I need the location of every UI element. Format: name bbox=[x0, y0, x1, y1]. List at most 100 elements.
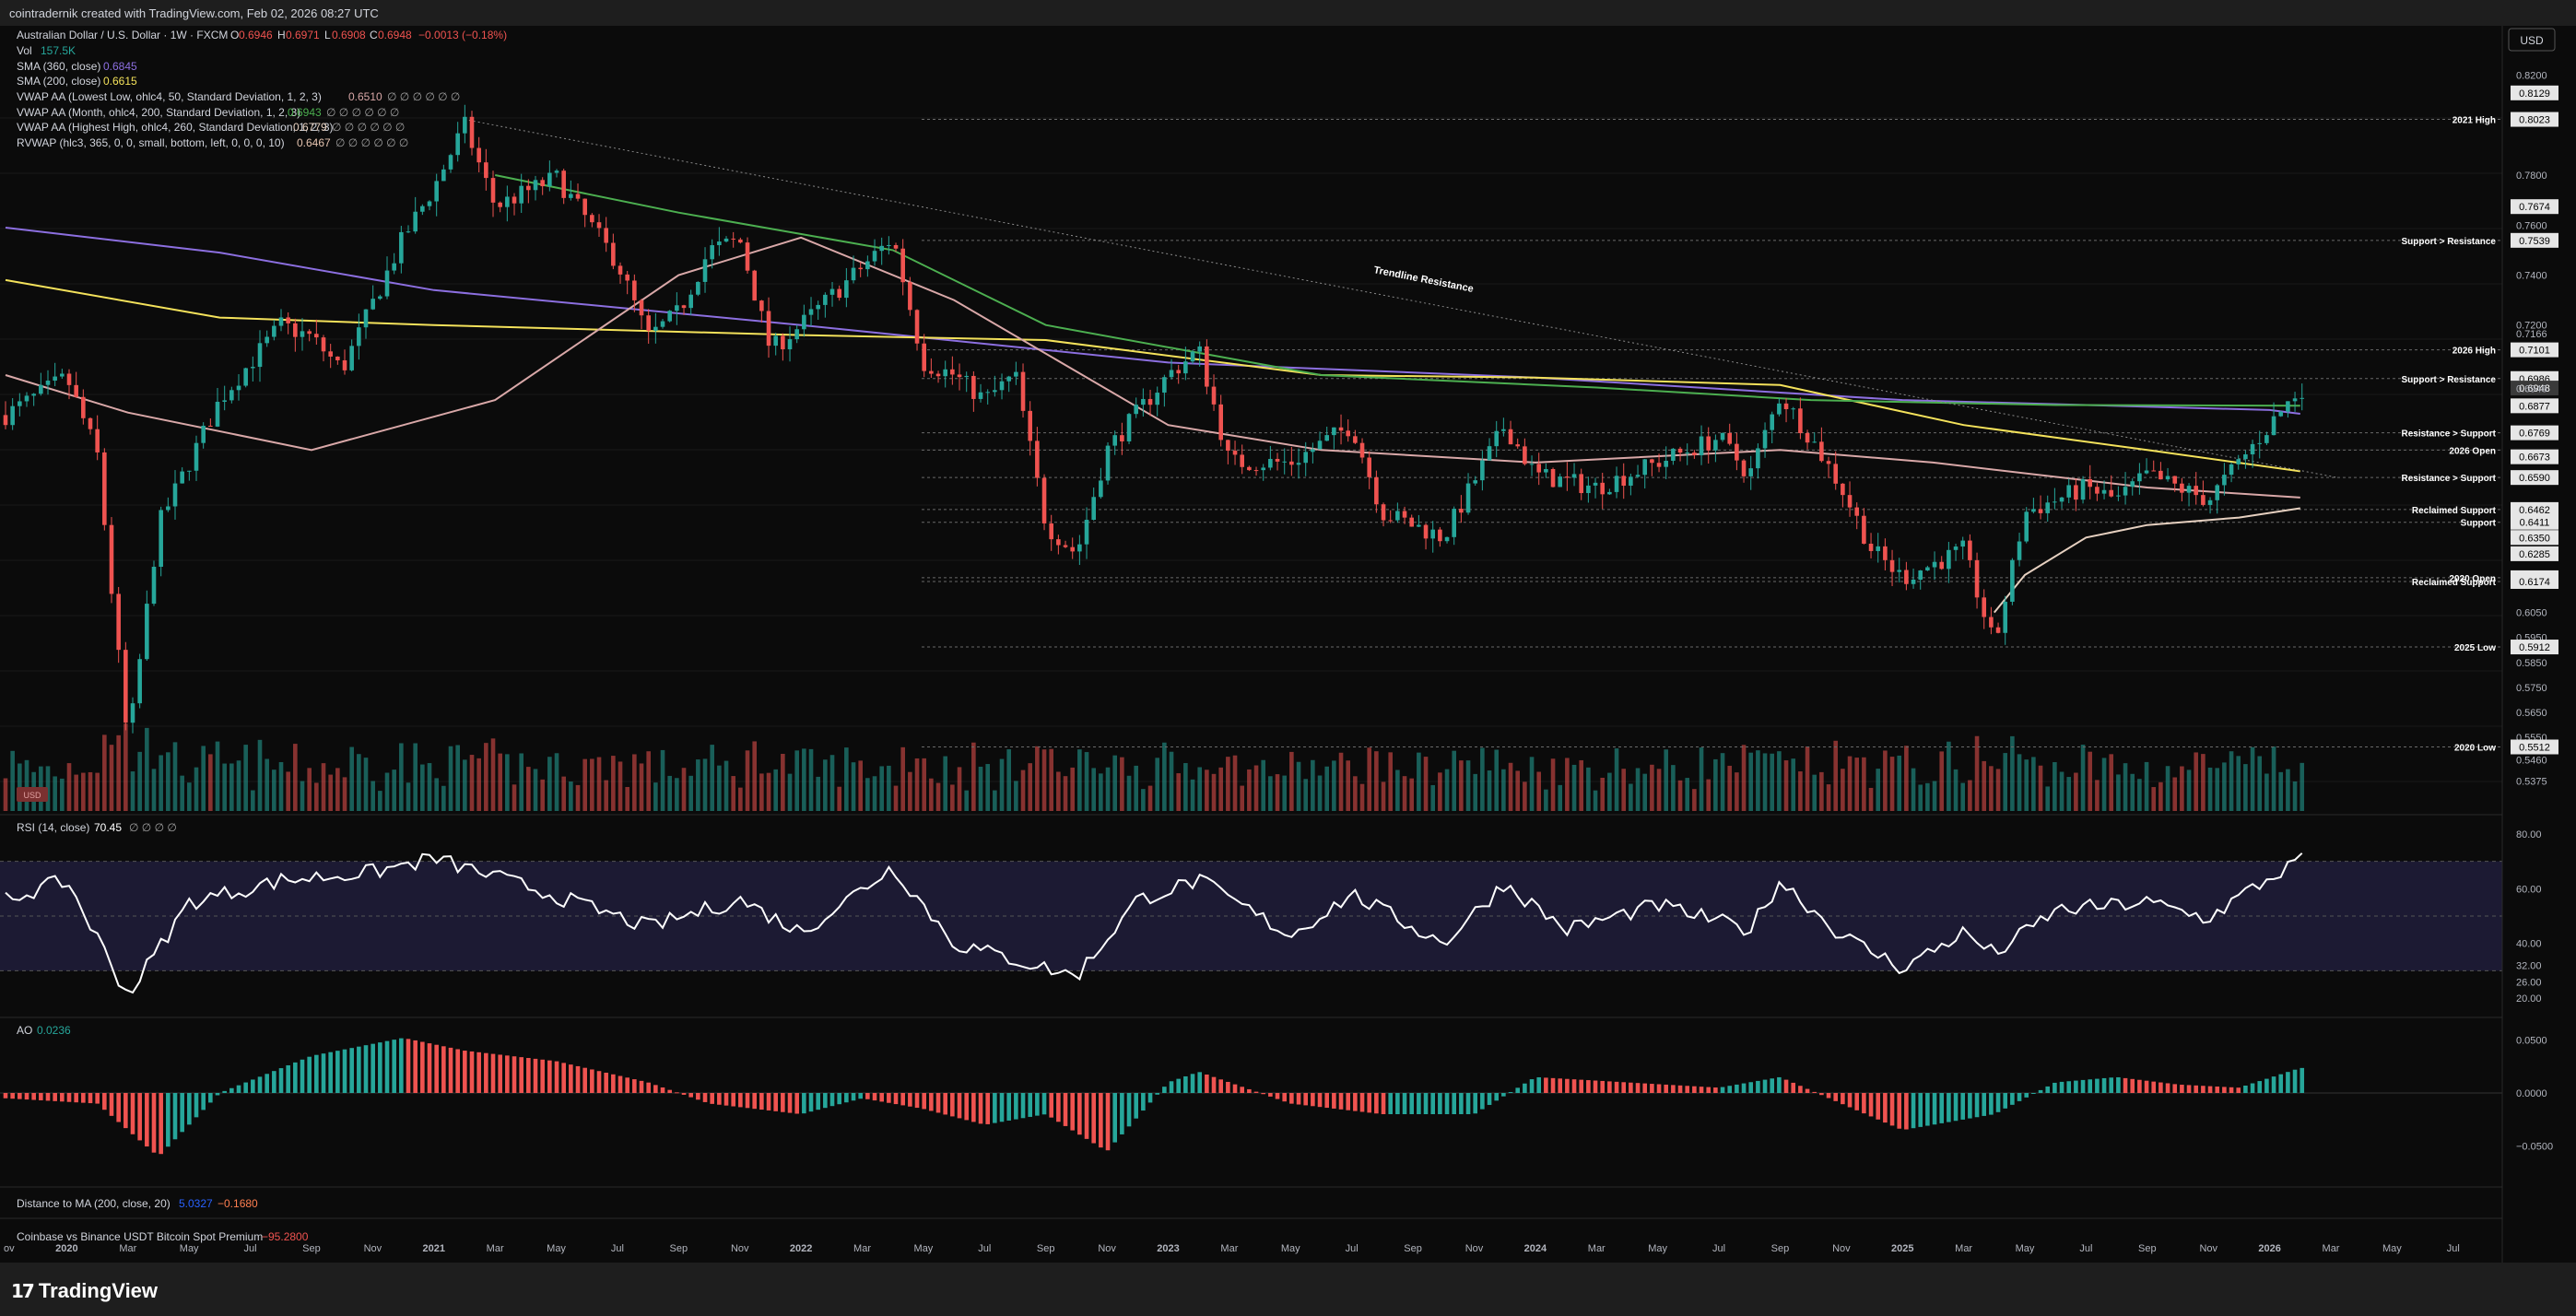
volume-bar bbox=[1889, 757, 1895, 811]
candle bbox=[2144, 470, 2149, 474]
volume-bar bbox=[3, 778, 8, 811]
volume-bar bbox=[999, 758, 1005, 811]
time-axis-label: Sep bbox=[670, 1243, 688, 1254]
time-axis-label: Mar bbox=[2323, 1243, 2340, 1254]
volume-bar bbox=[1932, 781, 1937, 811]
ao-bar bbox=[1120, 1093, 1124, 1134]
ao-bar bbox=[2172, 1084, 2178, 1093]
volume-bar bbox=[1099, 773, 1103, 811]
candle bbox=[837, 288, 841, 299]
candle bbox=[1847, 495, 1853, 508]
ao-bar bbox=[1218, 1079, 1223, 1093]
ao-bar bbox=[1656, 1084, 1662, 1093]
candle bbox=[964, 375, 969, 378]
time-axis-label: May bbox=[2016, 1243, 2035, 1254]
legend-sma360-value: 0.6845 bbox=[103, 60, 137, 73]
volume-bar bbox=[229, 763, 234, 811]
ao-bar bbox=[540, 1059, 545, 1093]
ao-bar bbox=[1607, 1081, 1612, 1093]
candle bbox=[900, 248, 905, 283]
legend-low: 0.6908 bbox=[332, 29, 366, 41]
volume-bar bbox=[1918, 784, 1923, 811]
volume-bar bbox=[194, 767, 199, 811]
price-tag-label: 0.6673 bbox=[2519, 452, 2550, 464]
volume-bar bbox=[2271, 746, 2276, 811]
ao-bar bbox=[1685, 1086, 1690, 1093]
legend-sma360: SMA (360, close) bbox=[17, 60, 100, 73]
ao-bar bbox=[1402, 1093, 1407, 1114]
candle bbox=[1501, 429, 1506, 431]
ao-bar bbox=[1947, 1093, 1951, 1122]
time-axis-label: Mar bbox=[1588, 1243, 1606, 1254]
candle bbox=[1508, 429, 1513, 445]
volume-bar bbox=[1741, 745, 1747, 811]
volume-bar bbox=[272, 770, 276, 811]
price-tag bbox=[2511, 342, 2558, 358]
legend-sma200-value: 0.6615 bbox=[103, 75, 137, 88]
volume-bar bbox=[1960, 782, 1966, 811]
time-axis-label: Mar bbox=[1955, 1243, 1972, 1254]
ao-bar bbox=[95, 1093, 100, 1104]
price-chart[interactable]: 2021 High Support > Resistance 2026 High Su… bbox=[0, 26, 2576, 1263]
ao-bar bbox=[1571, 1079, 1577, 1093]
ao-bar bbox=[858, 1093, 863, 1099]
volume-bar bbox=[540, 779, 545, 811]
time-axis-label: Nov bbox=[2199, 1243, 2217, 1254]
volume-bar bbox=[278, 761, 284, 811]
volume-bar bbox=[2201, 754, 2205, 811]
volume-bar bbox=[1338, 752, 1344, 811]
candle bbox=[130, 703, 135, 723]
candle bbox=[1190, 351, 1195, 362]
candle bbox=[2116, 495, 2121, 497]
candle bbox=[1642, 459, 1648, 476]
candle bbox=[2031, 509, 2036, 512]
ao-bar bbox=[1841, 1093, 1845, 1105]
volume-bar bbox=[420, 764, 425, 811]
ao-bar bbox=[109, 1093, 114, 1116]
volume-bar bbox=[1777, 751, 1782, 811]
candle bbox=[696, 281, 700, 295]
candle bbox=[2186, 486, 2192, 493]
candle bbox=[1727, 432, 1733, 444]
volume-bar bbox=[102, 734, 107, 811]
level-label: 2026 High bbox=[2452, 347, 2496, 357]
legend-rvwap: RVWAP (hlc3, 365, 0, 0, small, bottom, l… bbox=[17, 136, 285, 149]
volume-bar bbox=[2074, 772, 2078, 811]
ao-pane: 0.0500 0.0000 −0.0500 bbox=[0, 1036, 2553, 1155]
volume-bar bbox=[1642, 773, 1648, 811]
ao-bar bbox=[1741, 1083, 1747, 1093]
volume-bar bbox=[201, 746, 206, 811]
candle bbox=[675, 305, 679, 311]
candle bbox=[999, 381, 1005, 391]
volume-bar bbox=[1261, 759, 1266, 811]
currency-button[interactable]: USD bbox=[2508, 28, 2556, 52]
volume-bar bbox=[1253, 765, 1259, 811]
volume-badge-label: USD bbox=[23, 791, 41, 800]
candle bbox=[1417, 524, 1421, 527]
ao-bar bbox=[1465, 1093, 1471, 1114]
tradingview-logo[interactable]: 17 TradingView bbox=[11, 1279, 158, 1303]
legend-low-label: L bbox=[324, 29, 331, 41]
ao-bar bbox=[137, 1093, 142, 1141]
volume-bar bbox=[1629, 783, 1633, 811]
ao-bar bbox=[2236, 1087, 2241, 1093]
ao-bar bbox=[1883, 1093, 1888, 1123]
candle bbox=[604, 228, 608, 243]
volume-bar bbox=[1324, 766, 1330, 811]
candle bbox=[702, 259, 708, 282]
ao-bar bbox=[851, 1093, 856, 1101]
ao-bar bbox=[81, 1093, 86, 1103]
ao-bar bbox=[1579, 1079, 1584, 1093]
volume-bar bbox=[823, 759, 828, 811]
volume-bar bbox=[2158, 781, 2163, 811]
volume-bar bbox=[384, 772, 390, 811]
candle bbox=[759, 300, 764, 311]
ao-bar bbox=[2088, 1079, 2093, 1093]
candle bbox=[1791, 408, 1796, 410]
volume-bar bbox=[1819, 771, 1824, 811]
volume-bar bbox=[625, 786, 629, 811]
candle bbox=[1607, 491, 1612, 495]
volume-bar bbox=[88, 771, 93, 811]
candle bbox=[1311, 449, 1315, 452]
volume-bar bbox=[321, 763, 326, 811]
